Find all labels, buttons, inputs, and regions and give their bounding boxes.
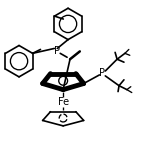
Text: P: P (99, 68, 105, 78)
Text: P: P (54, 46, 60, 56)
Text: Fe: Fe (58, 97, 69, 107)
